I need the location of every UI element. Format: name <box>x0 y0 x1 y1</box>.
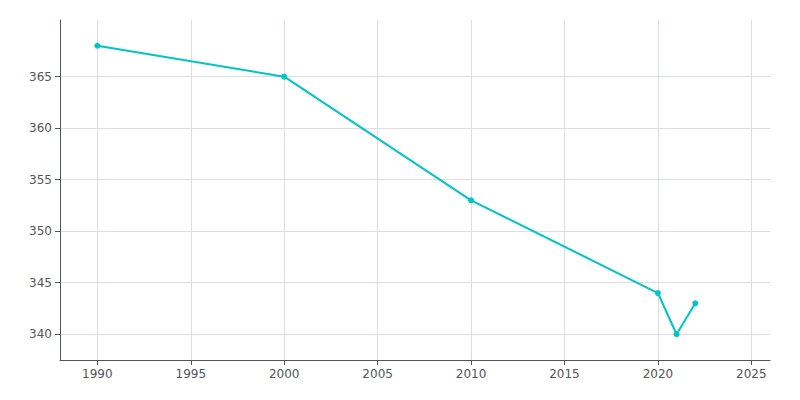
svg-text:2020: 2020 <box>643 367 674 381</box>
svg-text:355: 355 <box>29 173 52 187</box>
svg-text:1990: 1990 <box>82 367 113 381</box>
svg-text:360: 360 <box>29 121 52 135</box>
svg-text:345: 345 <box>29 276 52 290</box>
svg-text:365: 365 <box>29 70 52 84</box>
svg-text:2025: 2025 <box>736 367 767 381</box>
svg-text:2010: 2010 <box>456 367 487 381</box>
svg-text:1995: 1995 <box>176 367 207 381</box>
svg-text:2005: 2005 <box>362 367 393 381</box>
svg-text:340: 340 <box>29 327 52 341</box>
svg-text:350: 350 <box>29 224 52 238</box>
svg-text:2015: 2015 <box>549 367 580 381</box>
svg-text:2000: 2000 <box>269 367 300 381</box>
